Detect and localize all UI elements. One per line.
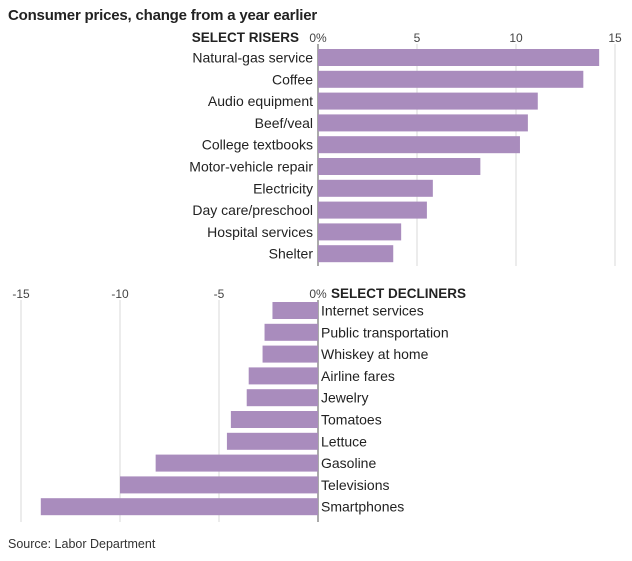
decliners-bar-televisions xyxy=(120,476,318,494)
decliners-tick-label-0: 0% xyxy=(309,287,327,301)
risers-tick-label-15: 15 xyxy=(608,31,622,45)
decliners-label-airline-fares: Airline fares xyxy=(321,368,395,384)
decliners-bar-smartphones xyxy=(40,498,319,516)
risers-tick-label-0: 0% xyxy=(309,31,327,45)
risers-bar-natural-gas-service xyxy=(318,49,600,66)
decliners-bar-airline-fares xyxy=(248,367,318,385)
risers-tick-label-5: 5 xyxy=(414,31,421,45)
decliners-label-televisions: Televisions xyxy=(321,477,389,493)
decliners-label-internet-services: Internet services xyxy=(321,303,424,319)
risers-label-hospital-services: Hospital services xyxy=(207,224,313,240)
risers-bar-beef-veal xyxy=(318,114,528,132)
risers-bar-hospital-services xyxy=(318,223,402,241)
decliners-bar-jewelry xyxy=(246,389,318,407)
risers-label-audio-equipment: Audio equipment xyxy=(208,93,313,109)
risers-bar-shelter xyxy=(318,245,394,263)
risers-bar-motor-vehicle-repair xyxy=(318,158,481,175)
risers-label-electricity: Electricity xyxy=(253,180,313,196)
risers-bar-audio-equipment xyxy=(318,92,538,110)
risers-panel-title: SELECT RISERS xyxy=(192,30,299,45)
risers-label-beef-veal: Beef/veal xyxy=(255,115,313,131)
chart-title: Consumer prices, change from a year earl… xyxy=(8,7,318,24)
decliners-bar-lettuce xyxy=(226,432,318,450)
decliners-panel-title: SELECT DECLINERS xyxy=(331,286,466,301)
risers-label-coffee: Coffee xyxy=(272,71,313,87)
decliners-bar-whiskey-at-home xyxy=(262,345,318,363)
decliners-tick-label-5: -5 xyxy=(214,287,225,301)
decliners-bar-internet-services xyxy=(272,302,318,319)
risers-label-shelter: Shelter xyxy=(269,246,314,262)
decliners-label-tomatoes: Tomatoes xyxy=(321,412,382,428)
decliners-bar-gasoline xyxy=(155,454,318,472)
decliners-bar-tomatoes xyxy=(230,411,318,428)
decliners-label-lettuce: Lettuce xyxy=(321,433,367,449)
risers-tick-label-10: 10 xyxy=(509,31,523,45)
risers-label-day-care-preschool: Day care/preschool xyxy=(192,202,313,218)
risers-bar-day-care-preschool xyxy=(318,201,427,219)
decliners-label-gasoline: Gasoline xyxy=(321,455,376,471)
source-note: Source: Labor Department xyxy=(8,537,156,551)
risers-bar-college-textbooks xyxy=(318,136,520,154)
risers-bar-coffee xyxy=(318,70,584,88)
risers-label-college-textbooks: College textbooks xyxy=(202,137,313,153)
risers-label-natural-gas-service: Natural-gas service xyxy=(192,50,313,66)
decliners-label-jewelry: Jewelry xyxy=(321,390,368,406)
risers-label-motor-vehicle-repair: Motor-vehicle repair xyxy=(189,159,313,175)
risers-bar-electricity xyxy=(318,179,433,197)
decliners-tick-label-15: -15 xyxy=(12,287,30,301)
decliners-label-smartphones: Smartphones xyxy=(321,499,404,515)
decliners-tick-label-10: -10 xyxy=(111,287,129,301)
decliners-label-whiskey-at-home: Whiskey at home xyxy=(321,346,429,362)
decliners-label-public-transportation: Public transportation xyxy=(321,324,449,340)
decliners-bar-public-transportation xyxy=(264,323,318,341)
